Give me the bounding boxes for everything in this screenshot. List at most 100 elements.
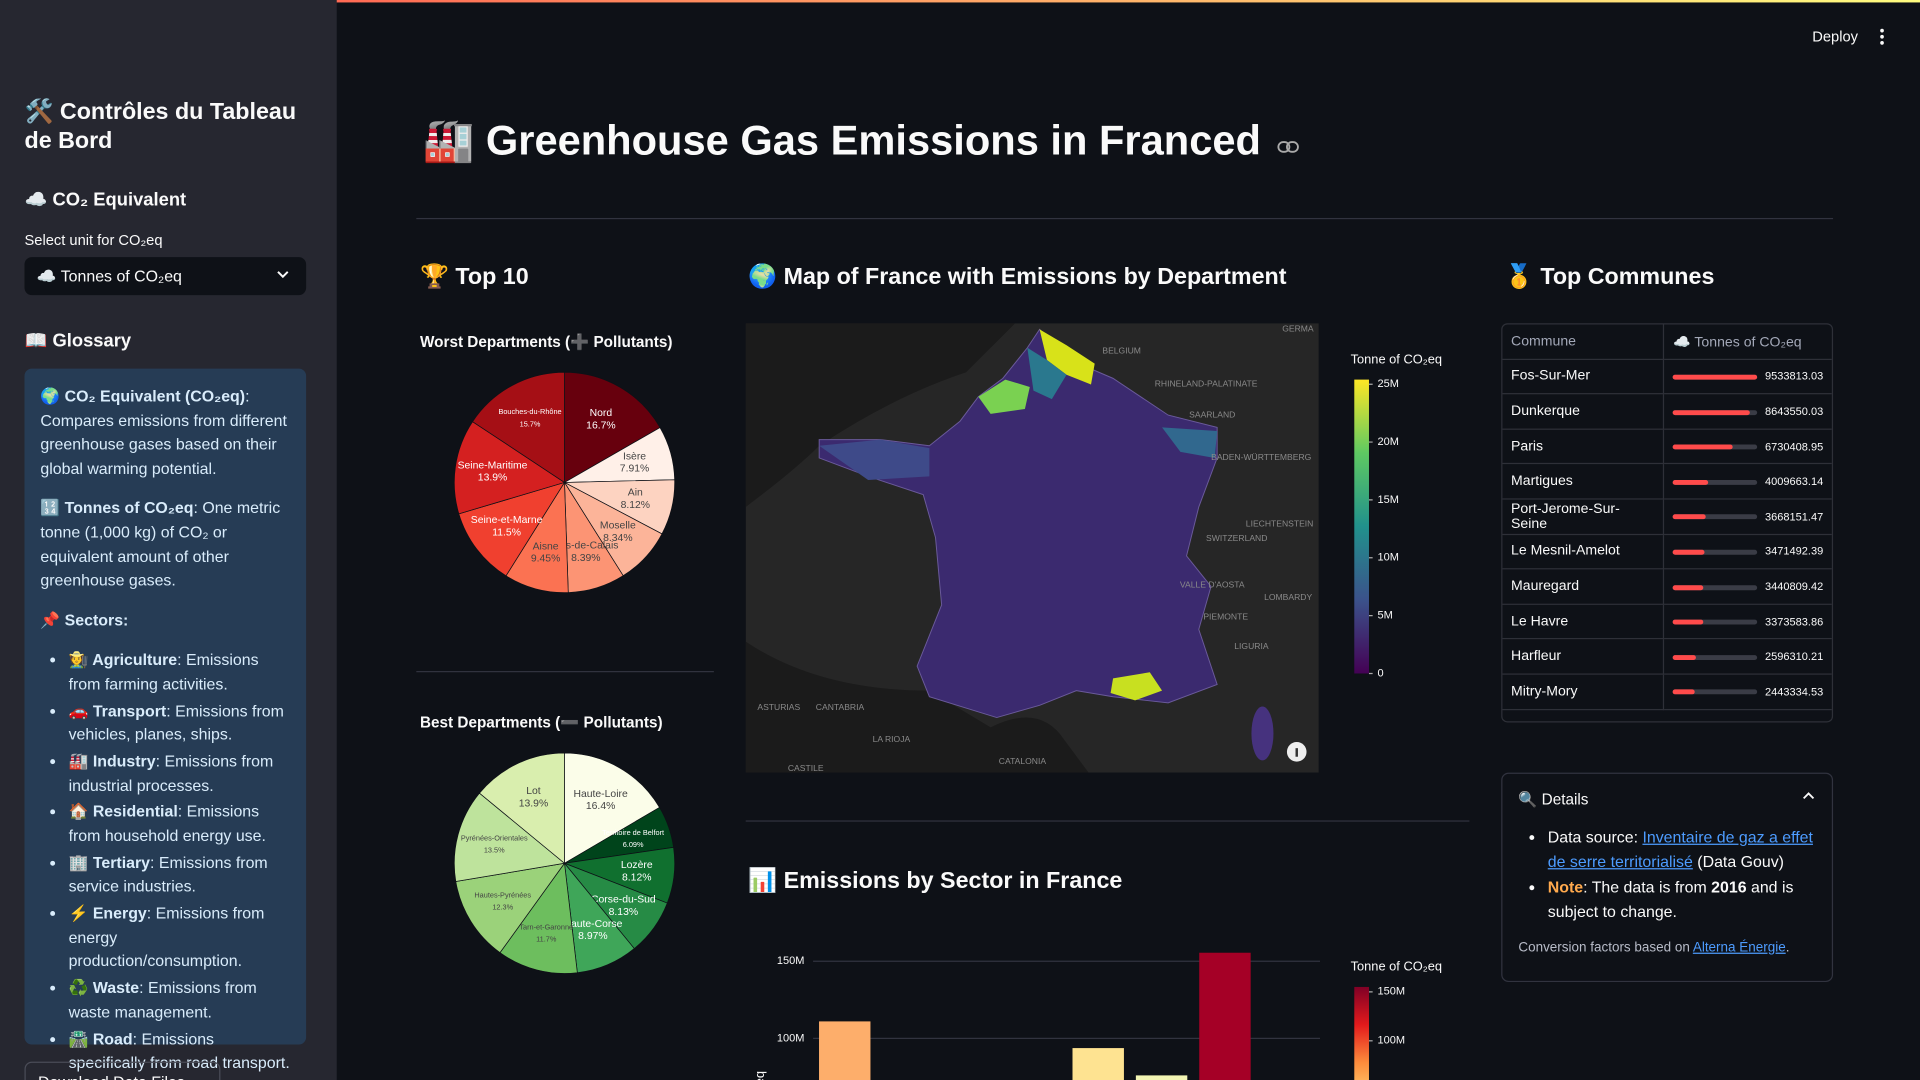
map-label: LIGURIA (1234, 641, 1269, 651)
map-label: SAARLAND (1189, 409, 1235, 419)
slice-value: 13.9% (519, 798, 548, 809)
map-label: BELGIUM (1102, 346, 1141, 356)
pie-slice (455, 862, 566, 954)
slice-label: Haute-Loire (573, 789, 628, 800)
region (1162, 427, 1218, 458)
y-tick-label: 150M (777, 955, 805, 967)
map-label: ASTURIAS (757, 702, 800, 712)
bar (1199, 952, 1251, 1080)
link[interactable]: Inventaire de gaz a effet de serre terri… (1547, 827, 1813, 871)
slice-value: 6.09% (623, 840, 644, 849)
bar-track (1673, 444, 1758, 450)
deploy-button[interactable]: Deploy (1812, 28, 1858, 46)
map: GERMA BELGIUM RHINELAND-PALATINATE SAARLAND… (745, 323, 1319, 773)
slice-value: 8.12% (622, 872, 651, 883)
colorbar-tick-label: 10M (1378, 552, 1399, 564)
sector-name: 🚗 Transport (68, 701, 167, 720)
slice-value: 13.9% (478, 473, 507, 484)
sector-desc: : Emissions from energy production/consu… (68, 903, 265, 971)
chart-title: Worst Departments (➕ Pollutants) (420, 333, 673, 351)
sector-desc: : Emissions from farming activities. (68, 650, 259, 693)
corsica (1251, 706, 1274, 761)
emissions-cell: 3668151.47 (1664, 498, 1832, 535)
status-bar (0, 0, 1920, 3)
colorbar-tick-label: 100M (1378, 1035, 1406, 1047)
divider (416, 671, 714, 673)
progress-bar (1673, 409, 1750, 415)
menu-button[interactable] (1877, 27, 1887, 47)
emissions-value: 8643550.03 (1765, 405, 1824, 418)
emissions-value: 6730408.95 (1765, 440, 1824, 453)
communes-table: Commune ☁️ Tonnes of CO₂eq Fos-Sur-Mer 9533… (1501, 323, 1834, 723)
slice-label: Seine-Maritime (458, 460, 528, 471)
pie-slice (564, 371, 661, 484)
pie-slice (564, 752, 661, 864)
slice-value: 8.34% (603, 533, 632, 544)
sector-desc: : Emissions from industrial processes. (68, 751, 274, 795)
divider (416, 217, 1834, 220)
term: 🌍 CO₂ Equivalent (CO₂eq) (40, 386, 246, 406)
definition: : One metric tonne (1,000 kg) of CO₂ or … (40, 498, 281, 590)
slice-value: 13.5% (484, 846, 505, 855)
map-colorbar: Tonne of CO₂eq 0 5M 10M 15M 20M 25M (1351, 351, 1442, 679)
table-row: Port-Jerome-Sur-Seine 3668151.47 (1502, 498, 1832, 535)
table-row: Fos-Sur-Mer 9533813.03 (1502, 358, 1832, 395)
expander-header[interactable]: 🔍 Details (1518, 787, 1816, 812)
year: 2016 (1711, 877, 1747, 896)
bar (1135, 1075, 1188, 1080)
progress-bar (1673, 374, 1758, 380)
y-axis-title: Tonne of CO₂eq (752, 1071, 767, 1080)
progress-bar (1673, 444, 1733, 450)
slice-label: Isère (623, 451, 646, 462)
text: and is subject to change. (1547, 877, 1794, 921)
emissions-value: 3471492.39 (1765, 545, 1824, 558)
emissions-cell: 4009663.14 (1664, 463, 1832, 500)
anchor-link[interactable] (1277, 140, 1300, 155)
map-label: VALLE D'AOSTA (1180, 580, 1245, 590)
sector-name: 🛣️ Road (68, 1029, 133, 1048)
pie-slice (472, 371, 565, 484)
colorbar-title: Tonne of CO₂eq (1351, 959, 1442, 974)
divider (745, 820, 1470, 822)
commune-name: Fos-Sur-Mer (1502, 358, 1665, 395)
bar-track (1673, 619, 1758, 625)
unit-select[interactable]: ☁️ Tonnes of CO₂eq (24, 257, 307, 296)
text: Data source: (1547, 827, 1643, 846)
colorbar-tick-label: 150M (1378, 986, 1406, 998)
slice-value: 8.39% (571, 553, 600, 564)
slice-label: Seine-et-Marne (471, 515, 543, 526)
progress-bar (1673, 549, 1704, 555)
progress-bar (1673, 689, 1695, 695)
map-label: LIECHTENSTEIN (1246, 518, 1314, 528)
glossary-item: 🔢 Tonnes of CO₂eq: One metric tonne (1,0… (40, 496, 290, 592)
link[interactable]: Alterna Énergie (1692, 939, 1786, 955)
glossary-box: 🌍 CO₂ Equivalent (CO₂eq): Compares emiss… (24, 368, 307, 1072)
slice-label: Nord (590, 408, 613, 419)
bar-track (1673, 514, 1758, 520)
sector-item: 🏢 Tertiary: Emissions from service indus… (69, 851, 291, 899)
slice-value: 7.91% (620, 464, 649, 475)
sector-desc: : Emissions from household energy use. (68, 802, 266, 845)
definition: : Compares emissions from different gree… (40, 386, 287, 478)
emissions-cell: 3440809.42 (1664, 568, 1832, 605)
emissions-cell: 3471492.39 (1664, 533, 1832, 570)
bar-track (1673, 409, 1758, 415)
table-row: Le Havre 3373583.86 (1502, 603, 1832, 640)
pie-slice (478, 752, 565, 865)
slice-value: 8.13% (609, 907, 638, 918)
header-row: Commune ☁️ Tonnes of CO₂eq (1502, 324, 1832, 360)
region (1110, 672, 1163, 701)
slice-value: 11.7% (536, 935, 557, 944)
sector-item: ♻️ Waste: Emissions from waste managemen… (69, 976, 291, 1024)
details-expander: 🔍 Details Data source: Inventaire de gaz… (1501, 772, 1834, 983)
commune-name: Mauregard (1502, 568, 1665, 605)
download-button[interactable]: Download Data Files (ZIP) (24, 1061, 221, 1080)
bar (819, 1021, 871, 1080)
bar-track (1673, 374, 1758, 380)
text: (Data Gouv) (1692, 852, 1784, 871)
progress-bar (1673, 654, 1697, 660)
emissions-cell: 2596310.21 (1664, 638, 1832, 675)
emissions-cell: 9533813.03 (1664, 358, 1832, 395)
emissions-value: 3668151.47 (1765, 510, 1824, 523)
